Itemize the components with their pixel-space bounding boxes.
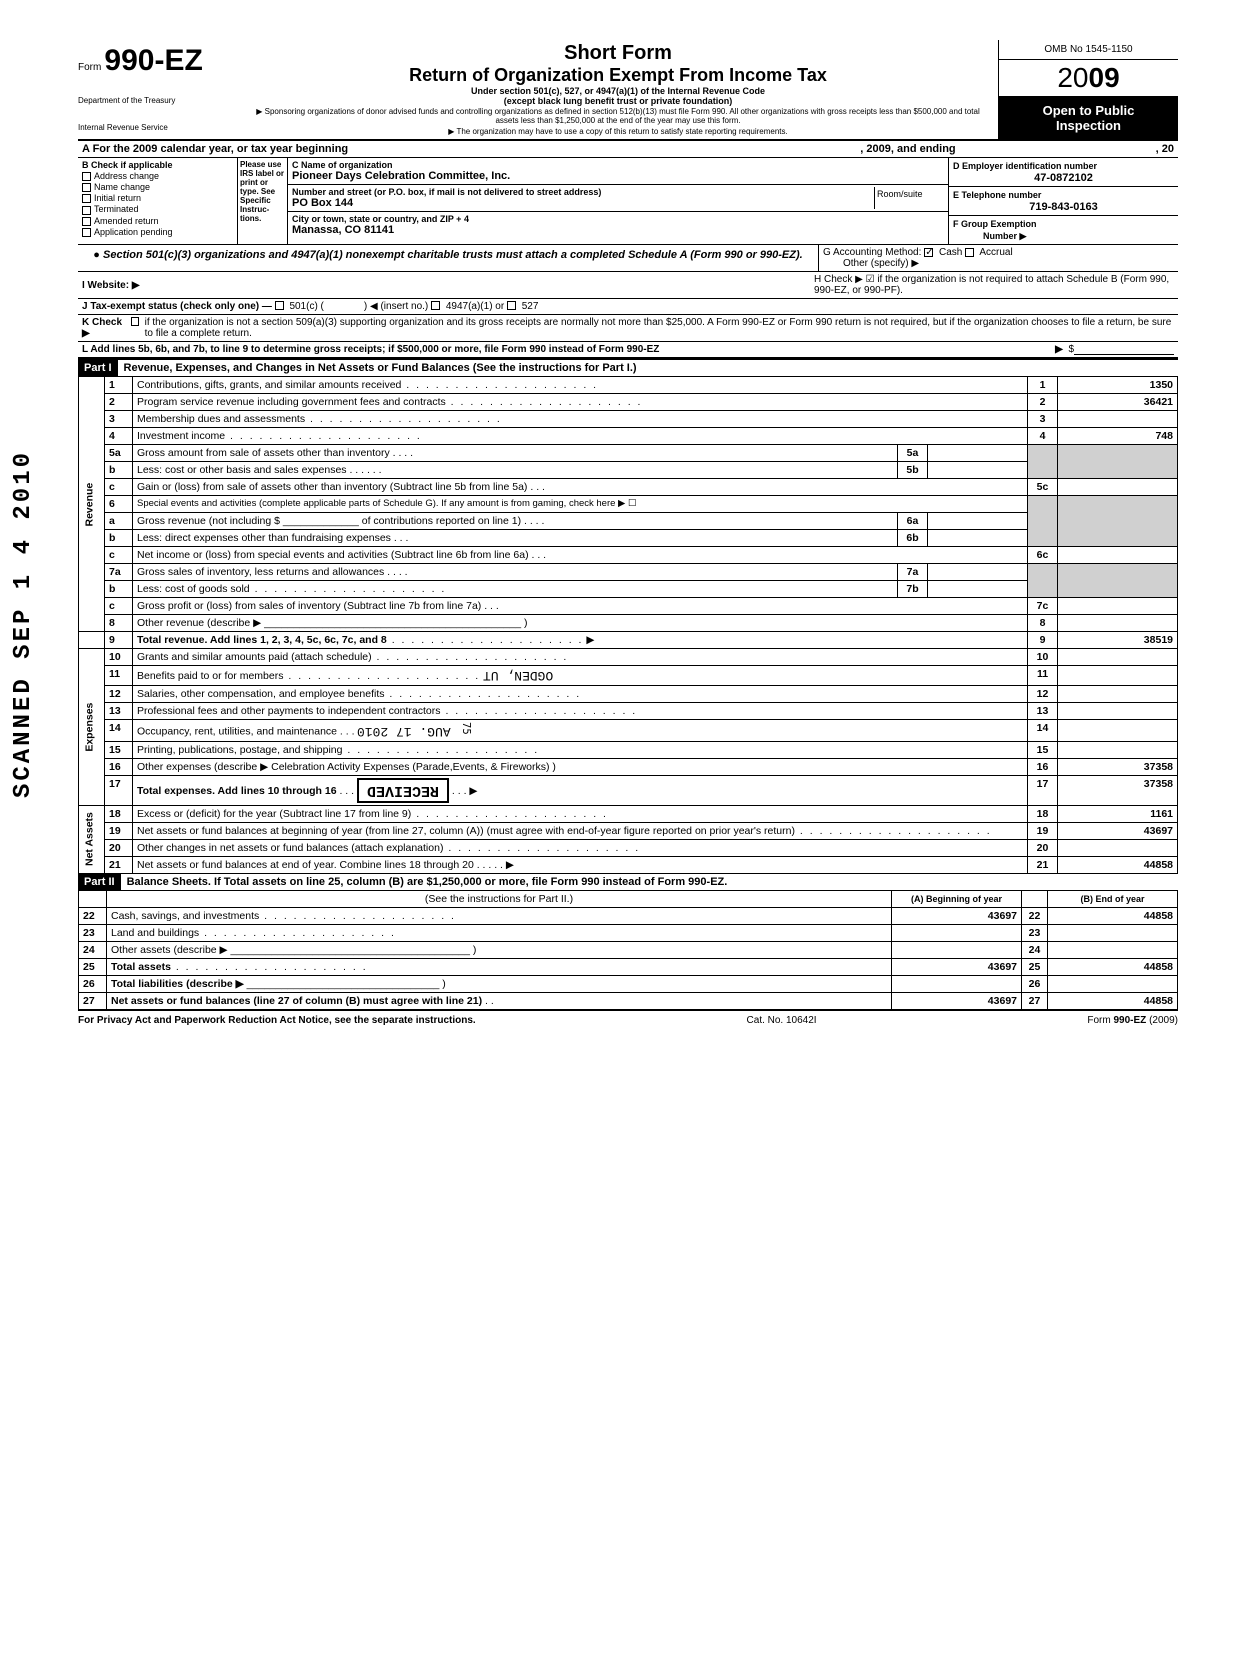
h-check: H Check ▶ ☑ if the organization is not r…: [814, 274, 1174, 296]
room-suite: Room/suite: [874, 187, 944, 209]
footer-privacy: For Privacy Act and Paperwork Reduction …: [78, 1015, 476, 1026]
fine-print-2: ▶ The organization may have to use a cop…: [246, 128, 990, 137]
g-h-box: G Accounting Method: Cash Accrual Other …: [818, 245, 1178, 271]
chk-initial-return[interactable]: [82, 194, 91, 203]
c-label: C Name of organization: [292, 160, 944, 170]
open-to-public: Open to Public Inspection: [999, 97, 1178, 139]
short-form-label: Short Form: [246, 42, 990, 65]
side-revenue: Revenue: [79, 377, 105, 632]
row-l-gross-receipts: L Add lines 5b, 6b, and 7b, to line 9 to…: [78, 342, 1178, 358]
chk-terminated[interactable]: [82, 206, 91, 215]
chk-k[interactable]: [131, 317, 139, 326]
omb-number: OMB No 1545-1150: [999, 40, 1178, 60]
col-b-header: (B) End of year: [1048, 891, 1178, 908]
scanned-stamp: SCANNED SEP 1 4 2010: [10, 450, 37, 798]
row-i-website: I Website: ▶ H Check ▶ ☑ if the organiza…: [78, 272, 1178, 299]
org-name: Pioneer Days Celebration Committee, Inc.: [292, 170, 944, 182]
part-1-header: Part I Revenue, Expenses, and Changes in…: [78, 358, 1178, 377]
part-1-table: Revenue 1 Contributions, gifts, grants, …: [78, 377, 1178, 874]
city-label: City or town, state or country, and ZIP …: [292, 214, 944, 224]
col-b-checkboxes: B Check if applicable Address change Nam…: [78, 158, 238, 244]
side-net-assets: Net Assets: [79, 805, 105, 873]
year-outline: 20: [1057, 62, 1088, 93]
row-a-prefix: A For the 2009 calendar year, or tax yea…: [82, 143, 348, 155]
form-number: 990-EZ: [104, 44, 202, 77]
part-1-title: Revenue, Expenses, and Changes in Net As…: [118, 360, 643, 376]
main-title: Return of Organization Exempt From Incom…: [246, 65, 990, 86]
section-501c3-g-h: ● Section 501(c)(3) organizations and 49…: [78, 245, 1178, 272]
addr-label: Number and street (or P.O. box, if mail …: [292, 187, 874, 197]
chk-4947[interactable]: [431, 301, 440, 310]
chk-501c[interactable]: [275, 301, 284, 310]
b-label: B Check if applicable: [82, 160, 233, 170]
e-phone: E Telephone number 719-843-0163: [949, 187, 1178, 216]
row-k-check: K Check ▶ if the organization is not a s…: [78, 315, 1178, 342]
header-right: OMB No 1545-1150 2009 Open to Public Ins…: [998, 40, 1178, 139]
except-line: (except black lung benefit trust or priv…: [246, 96, 990, 106]
city-val: Manassa, CO 81141: [292, 224, 944, 236]
addr-val: PO Box 144: [292, 197, 874, 209]
chk-app-pending[interactable]: [82, 228, 91, 237]
part-1-label: Part I: [78, 360, 118, 376]
g-other: Other (specify) ▶: [823, 258, 1174, 269]
row-a-tax-year: A For the 2009 calendar year, or tax yea…: [78, 141, 1178, 158]
side-expenses: Expenses: [79, 649, 105, 806]
part-2-title: Balance Sheets. If Total assets on line …: [121, 874, 734, 890]
form-id: Form 990-EZ Department of the Treasury I…: [78, 40, 238, 139]
row-j-tax-exempt: J Tax-exempt status (check only one) — 5…: [78, 299, 1178, 315]
dept-treasury: Department of the Treasury: [78, 96, 238, 105]
part-2-header: Part II Balance Sheets. If Total assets …: [78, 874, 1178, 891]
col-name-address: C Name of organization Pioneer Days Cele…: [288, 158, 948, 244]
dept-irs: Internal Revenue Service: [78, 123, 238, 132]
page-footer: For Privacy Act and Paperwork Reduction …: [78, 1011, 1178, 1030]
form-header: Form 990-EZ Department of the Treasury I…: [78, 40, 1178, 141]
chk-name-change[interactable]: [82, 183, 91, 192]
date-stamp: AUG. 17 2010: [357, 724, 451, 739]
footer-cat-no: Cat. No. 10642I: [747, 1015, 817, 1026]
fine-print-1: ▶ Sponsoring organizations of donor advi…: [246, 108, 990, 126]
form-prefix: Form: [78, 62, 101, 73]
chk-address-change[interactable]: [82, 172, 91, 181]
footer-form: Form 990-EZ (2009): [1087, 1015, 1178, 1026]
col-a-header: (A) Beginning of year: [892, 891, 1022, 908]
part-2-instr: (See the instructions for Part II.): [107, 891, 892, 908]
year-bold: 09: [1089, 62, 1120, 93]
stamp-75: 75: [460, 722, 472, 735]
d-ein: D Employer identification number 47-0872…: [949, 158, 1178, 187]
part-2-label: Part II: [78, 874, 121, 890]
chk-amended[interactable]: [82, 217, 91, 226]
please-use-irs: Please use IRS label or print or type. S…: [238, 158, 288, 244]
subtitle: Under section 501(c), 527, or 4947(a)(1)…: [246, 86, 990, 96]
col-d-e-f: D Employer identification number 47-0872…: [948, 158, 1178, 244]
tax-year: 2009: [999, 60, 1178, 97]
form-990ez: Form 990-EZ Department of the Treasury I…: [78, 40, 1178, 1030]
part-2-table: (See the instructions for Part II.) (A) …: [78, 891, 1178, 1011]
row-a-suffix: , 20: [1156, 143, 1174, 155]
section-b-through-f: B Check if applicable Address change Nam…: [78, 158, 1178, 245]
chk-527[interactable]: [507, 301, 516, 310]
sect-501-text: ● Section 501(c)(3) organizations and 49…: [78, 245, 818, 271]
ogden-stamp: OGDEN, UT: [483, 668, 553, 683]
title-box: Short Form Return of Organization Exempt…: [238, 40, 998, 139]
chk-cash[interactable]: [924, 248, 933, 257]
row-a-mid: , 2009, and ending: [860, 143, 955, 155]
chk-accrual[interactable]: [965, 248, 974, 257]
f-group-exempt: F Group Exemption Number ▶: [949, 216, 1178, 244]
received-stamp: RECEIVED: [357, 778, 449, 803]
g-accounting: G Accounting Method: Cash Accrual: [823, 247, 1174, 258]
